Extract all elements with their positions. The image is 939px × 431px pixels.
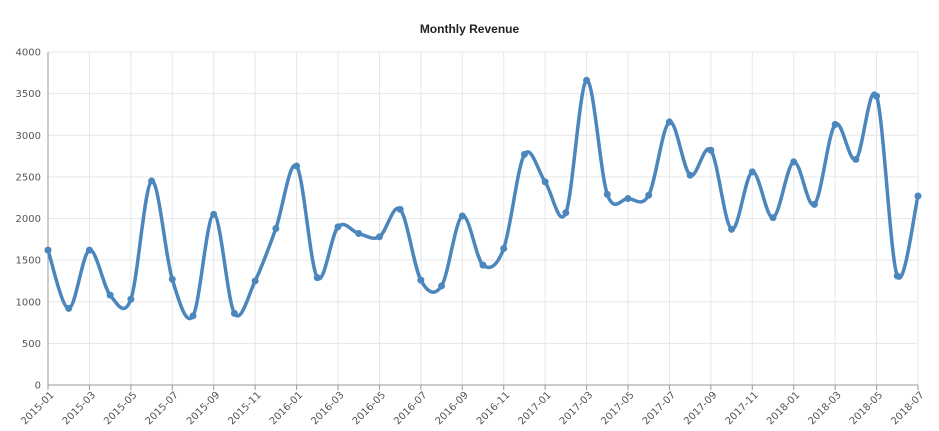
data-point	[583, 76, 591, 84]
data-point	[541, 178, 549, 186]
data-points	[44, 76, 922, 320]
data-point	[707, 146, 715, 154]
data-point	[293, 162, 301, 170]
data-point	[272, 224, 280, 232]
x-tick-label: 2017-03	[558, 390, 595, 427]
y-tick-label: 500	[22, 339, 41, 350]
chart-title: Monthly Revenue	[419, 22, 520, 36]
y-tick-label: 3500	[16, 89, 41, 100]
x-tick-label: 2015-07	[144, 390, 181, 427]
x-tick-label: 2016-05	[351, 390, 388, 427]
x-tick-label: 2018-07	[889, 390, 926, 427]
grid	[48, 51, 919, 385]
y-tick-label: 2500	[16, 172, 41, 183]
x-tick-label: 2017-11	[724, 390, 761, 427]
data-point	[769, 214, 777, 222]
data-point	[479, 261, 487, 269]
data-point	[210, 210, 218, 218]
data-point	[375, 233, 383, 241]
data-point	[520, 150, 528, 158]
data-point	[355, 229, 363, 237]
x-tick-label: 2017-09	[682, 390, 719, 427]
x-tick-label: 2015-01	[19, 390, 56, 427]
series-line	[46, 78, 920, 321]
data-point	[85, 246, 93, 254]
axes	[47, 52, 919, 390]
data-point	[914, 192, 922, 200]
x-tick-label: 2017-07	[641, 390, 678, 427]
x-tick-label: 2016-11	[475, 390, 512, 427]
data-point	[127, 295, 135, 303]
series	[46, 78, 920, 321]
x-tick-label: 2016-09	[434, 390, 471, 427]
y-tick-label: 0	[35, 381, 41, 392]
y-tick-label: 3000	[16, 131, 41, 142]
data-point	[313, 274, 321, 282]
data-point	[748, 168, 756, 176]
data-point	[438, 282, 446, 290]
data-point	[893, 272, 901, 280]
data-point	[458, 212, 466, 220]
data-point	[624, 195, 632, 203]
y-tick-label: 1000	[16, 297, 41, 308]
data-point	[396, 205, 404, 213]
data-point	[251, 277, 259, 285]
data-point	[44, 246, 52, 254]
data-point	[168, 275, 176, 283]
data-point	[417, 276, 425, 284]
data-point	[852, 155, 860, 163]
x-tick-label: 2015-11	[226, 390, 263, 427]
y-tick-label: 1500	[16, 256, 41, 267]
x-tick-label: 2018-05	[848, 390, 885, 427]
x-tick-label: 2016-01	[268, 390, 305, 427]
x-tick-label: 2015-03	[61, 390, 98, 427]
x-tick-label: 2015-05	[102, 390, 139, 427]
x-tick-label: 2016-07	[392, 390, 429, 427]
y-tick-label: 2000	[16, 214, 41, 225]
data-point	[790, 158, 798, 166]
data-point	[810, 200, 818, 208]
data-point	[831, 120, 839, 128]
data-point	[686, 171, 694, 179]
data-point	[106, 291, 114, 299]
data-point	[562, 209, 570, 217]
data-point	[500, 244, 508, 252]
x-tick-label: 2016-03	[309, 390, 346, 427]
data-point	[65, 304, 73, 312]
x-tick-label: 2017-01	[516, 390, 553, 427]
x-tick-label: 2018-03	[806, 390, 843, 427]
data-point	[334, 223, 342, 231]
data-point	[873, 92, 881, 100]
x-tick-label: 2017-05	[599, 390, 636, 427]
data-point	[645, 191, 653, 199]
data-point	[189, 312, 197, 320]
x-tick-label: 2015-09	[185, 390, 222, 427]
data-point	[603, 190, 611, 198]
data-point	[148, 177, 156, 185]
data-point	[728, 225, 736, 233]
data-point	[665, 118, 673, 126]
x-tick-label: 2018-01	[765, 390, 802, 427]
data-point	[230, 309, 238, 317]
y-tick-label: 4000	[16, 48, 41, 59]
